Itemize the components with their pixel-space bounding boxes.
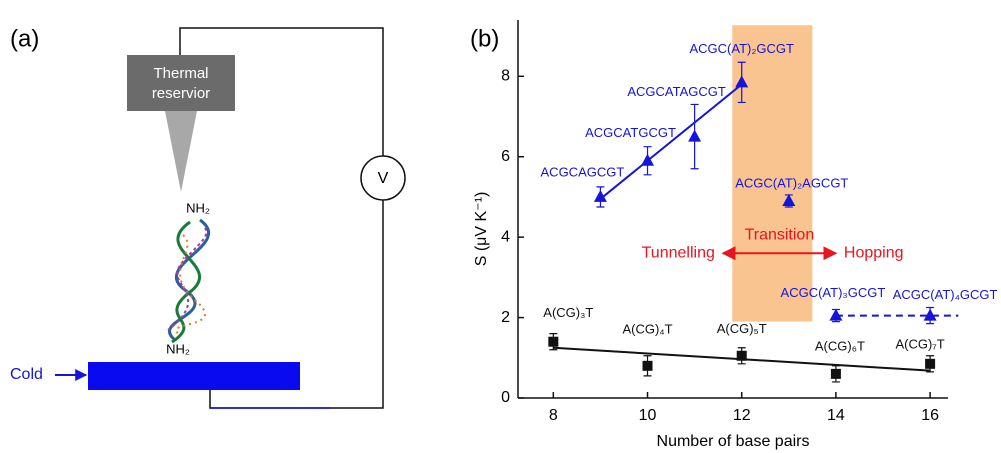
point-label: A(CG)₅T xyxy=(717,321,767,336)
regime-label: Tunnelling xyxy=(642,244,715,261)
data-point xyxy=(829,308,843,321)
point-label: A(CG)₇T xyxy=(895,336,944,351)
amine-label: NH₂ xyxy=(186,200,210,215)
y-tick-label: 4 xyxy=(501,228,510,245)
data-point xyxy=(735,75,749,88)
data-point xyxy=(548,336,559,347)
point-label: ACGCAGCGT xyxy=(541,164,625,179)
regime-label: Hopping xyxy=(844,244,904,261)
y-axis-label: S (μV K⁻¹) xyxy=(473,192,490,267)
point-label: ACGC(AT)₂AGCGT xyxy=(735,175,848,190)
data-point xyxy=(736,350,747,361)
data-point xyxy=(593,189,607,202)
regime-label: Transition xyxy=(745,226,815,243)
y-tick-label: 0 xyxy=(501,389,510,406)
reservoir-label: reservior xyxy=(152,85,210,102)
voltmeter-label: V xyxy=(378,170,389,187)
x-tick-label: 12 xyxy=(733,407,751,424)
y-tick-label: 6 xyxy=(501,148,510,165)
data-point xyxy=(782,193,796,206)
point-label: A(CG)₄T xyxy=(622,321,672,336)
cold-label: Cold xyxy=(10,366,43,383)
point-label: A(CG)₃T xyxy=(543,305,593,320)
panel-b: (b) 0 2 4 6 8 8 10 12 14 16 Number of base pairs S … xyxy=(470,20,998,450)
dna-helix xyxy=(167,218,210,344)
x-tick-label: 8 xyxy=(549,407,558,424)
cold-reservoir xyxy=(88,362,300,390)
amine-label: NH₂ xyxy=(166,341,190,356)
point-label: ACGC(AT)₄GCGT xyxy=(893,287,998,302)
data-point xyxy=(688,129,702,142)
data-point xyxy=(641,153,655,166)
y-tick-label: 2 xyxy=(501,309,510,326)
point-label: ACGC(AT)₂GCGT xyxy=(689,41,794,56)
voltmeter xyxy=(360,155,406,201)
data-point xyxy=(830,368,841,379)
data-point xyxy=(642,360,653,371)
probe-tip xyxy=(165,111,197,192)
reservoir-label: Thermal xyxy=(153,65,208,82)
point-label: ACGC(AT)₃GCGT xyxy=(781,285,886,300)
x-tick-label: 10 xyxy=(639,407,657,424)
fit-line xyxy=(599,83,743,200)
transition-region xyxy=(732,25,813,322)
x-axis-label: Number of base pairs xyxy=(657,433,810,450)
data-point xyxy=(925,358,936,369)
thermal-reservoir xyxy=(127,55,235,111)
point-label: ACGCATAGCGT xyxy=(627,84,726,99)
x-tick-label: 14 xyxy=(827,407,845,424)
data-point xyxy=(923,308,937,321)
panel-a: (a) V Thermal reservior NH₂ NH₂ Cold xyxy=(10,25,406,409)
panel-label: (b) xyxy=(470,25,499,52)
panel-label: (a) xyxy=(10,25,39,52)
point-label: A(CG)₆T xyxy=(815,338,865,353)
x-tick-label: 16 xyxy=(921,407,939,424)
y-tick-label: 8 xyxy=(501,68,510,85)
point-label: ACGCATGCGT xyxy=(585,125,676,140)
